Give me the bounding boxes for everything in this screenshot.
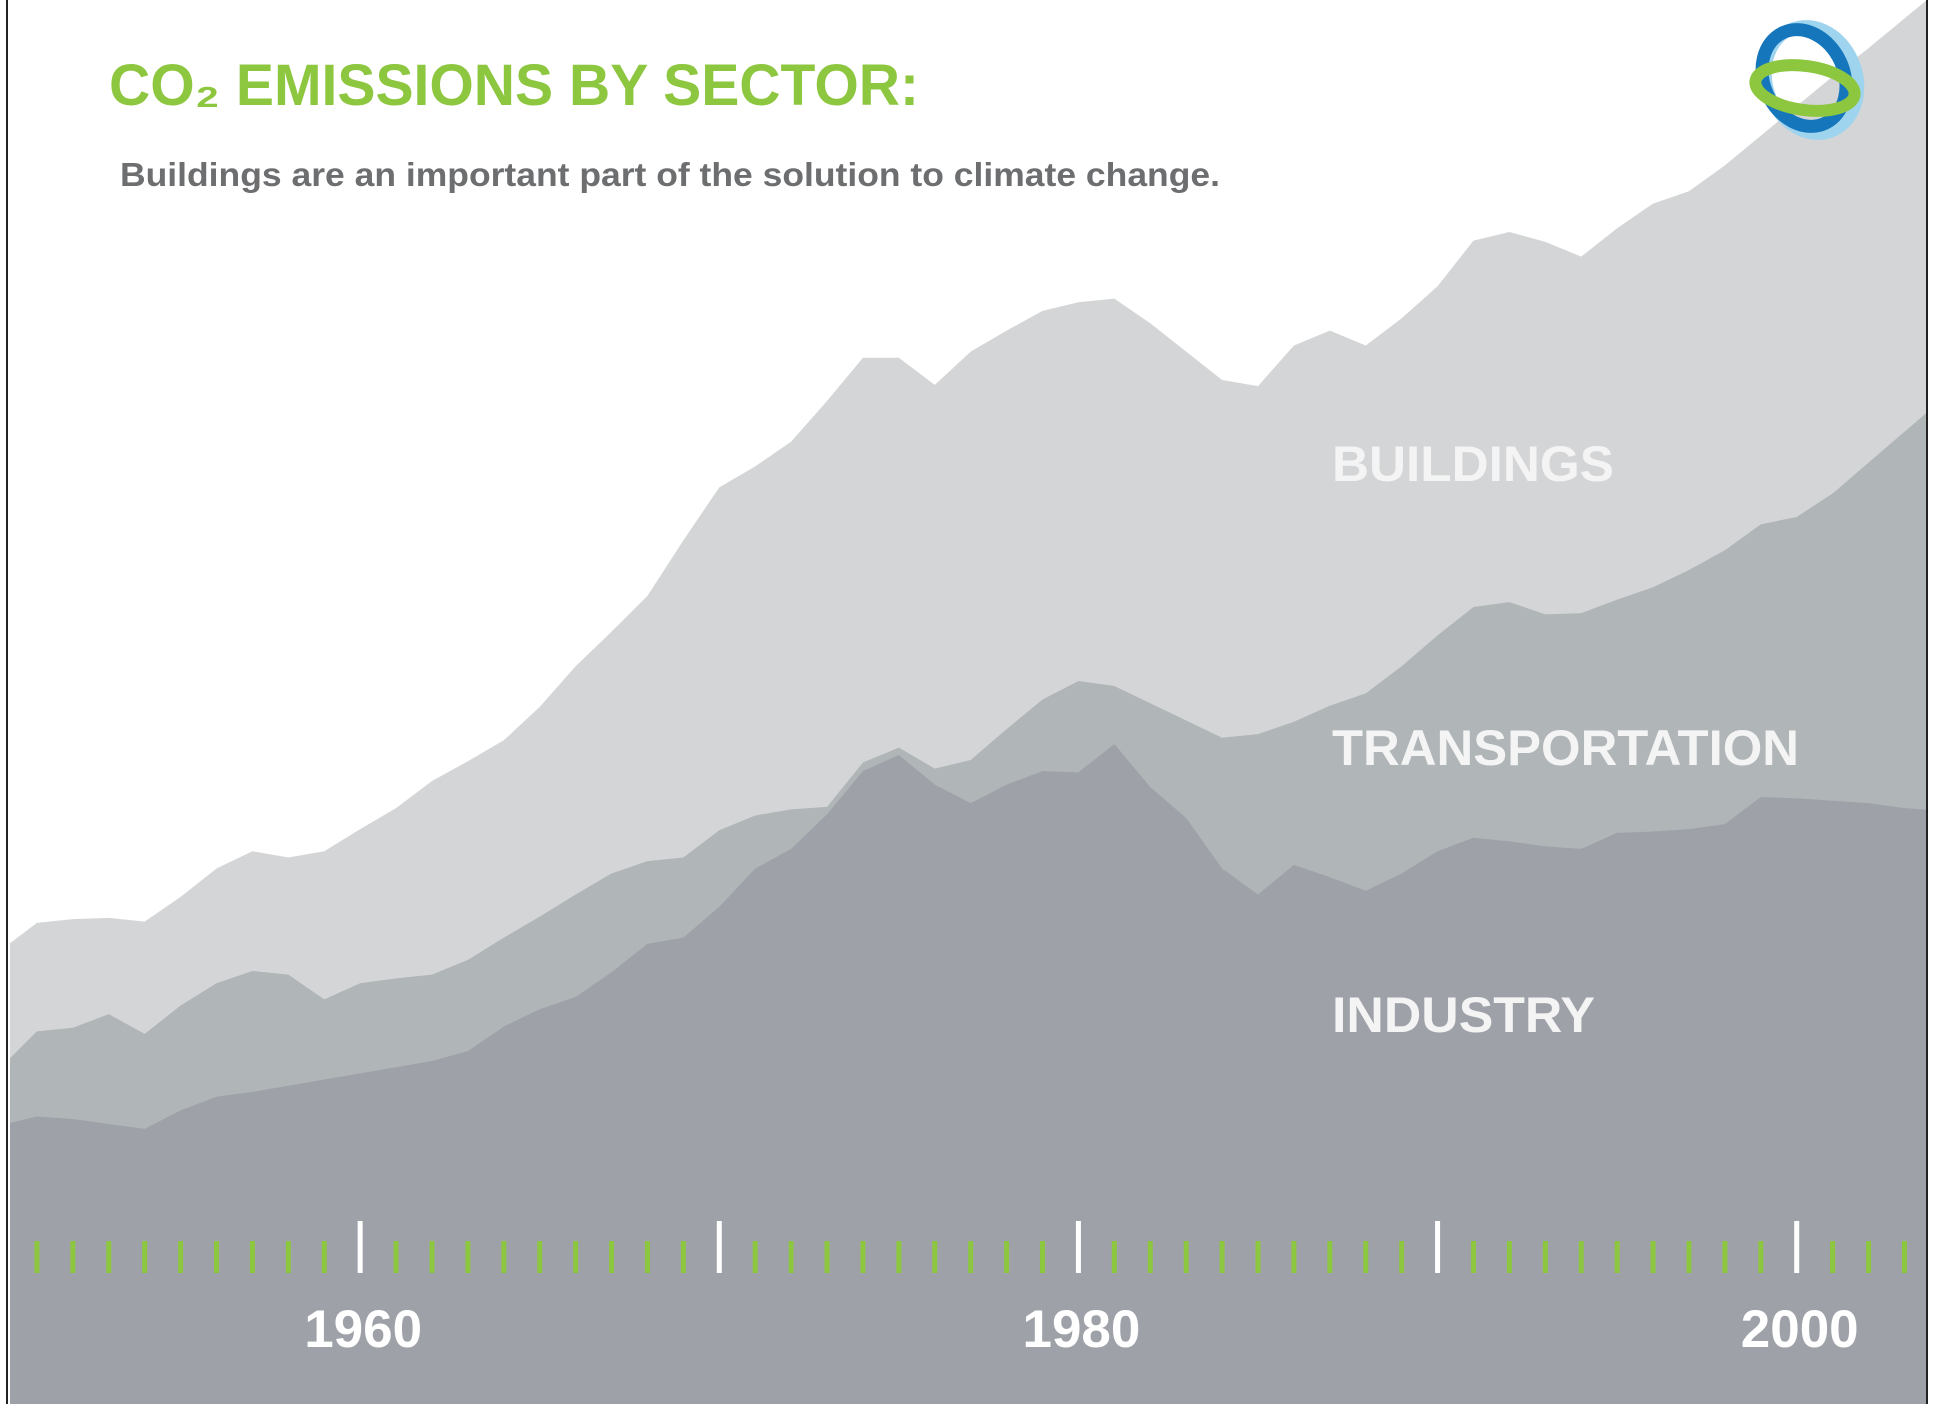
- logo-ring-green: [1749, 59, 1861, 117]
- x-tick-label: 2000: [1741, 1300, 1859, 1359]
- series-label: BUILDINGS: [1332, 436, 1614, 492]
- x-tick-label: 1980: [1022, 1300, 1140, 1359]
- chart-subtitle: Buildings are an important part of the s…: [120, 156, 1220, 193]
- logo: [1749, 20, 1865, 140]
- chart-title: CO₂ EMISSIONS BY SECTOR:: [109, 53, 919, 118]
- x-tick-label: 1960: [304, 1300, 422, 1359]
- x-axis: 1960 1980 2000: [34, 1221, 1907, 1359]
- series-label: INDUSTRY: [1332, 987, 1595, 1043]
- area: [10, 743, 1926, 1404]
- series-label: TRANSPORTATION: [1332, 720, 1799, 776]
